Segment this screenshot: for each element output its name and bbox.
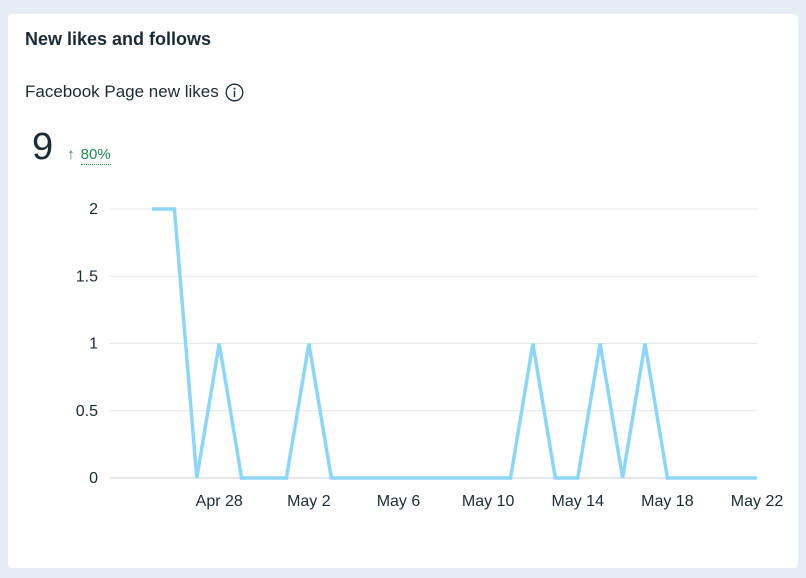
x-tick-label: May 22 (731, 493, 784, 510)
x-tick-label: May 10 (462, 493, 515, 510)
x-tick-label: Apr 28 (196, 493, 243, 510)
x-tick-label: May 6 (377, 493, 421, 510)
y-tick-label: 1 (89, 336, 98, 353)
x-tick-label: May 18 (641, 493, 694, 510)
y-tick-label: 2 (89, 201, 98, 218)
metric-value-row: 9 ↑ 80% (32, 128, 111, 166)
section-title: New likes and follows (25, 29, 212, 49)
x-tick-label: May 14 (552, 493, 605, 510)
info-circle-icon[interactable] (225, 83, 244, 102)
metric-label: Facebook Page new likes (25, 82, 219, 101)
change-indicator: ↑ 80% (67, 146, 111, 165)
change-percent[interactable]: 80% (80, 146, 111, 165)
x-tick-label: May 2 (287, 493, 331, 510)
metric-header: Facebook Page new likes (25, 82, 244, 102)
y-tick-label: 0 (89, 470, 98, 487)
y-tick-label: 0.5 (76, 403, 98, 420)
up-arrow-icon: ↑ (67, 146, 75, 163)
y-tick-label: 1.5 (76, 268, 98, 285)
metric-value: 9 (32, 126, 54, 168)
series-line (152, 207, 757, 480)
